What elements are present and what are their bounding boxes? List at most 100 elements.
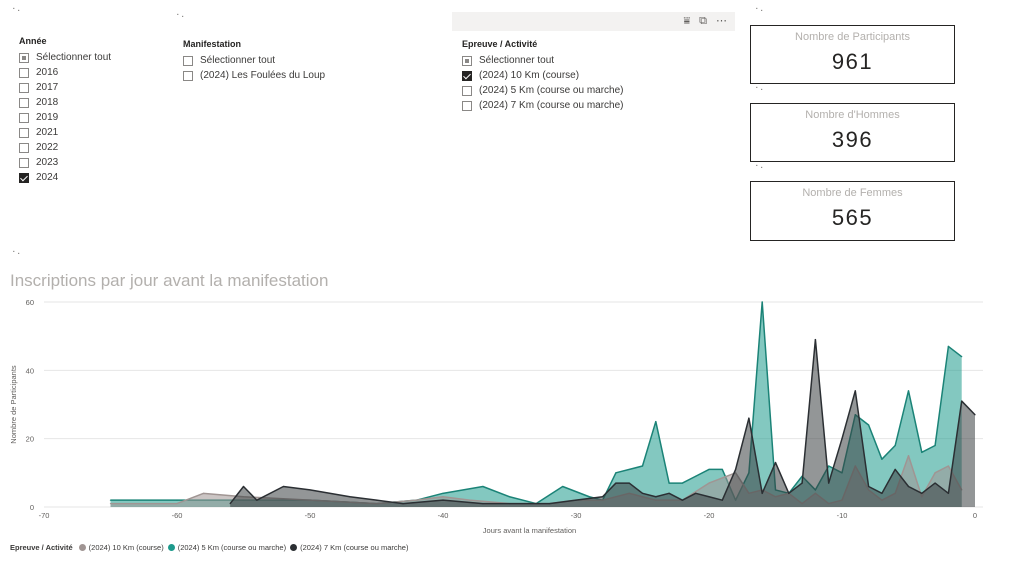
data-point [176,502,178,505]
data-point [947,492,950,494]
slicer-item-label: 2016 [36,67,59,78]
legend-item[interactable]: (2024) 10 Km (course) [78,543,164,552]
legend-item[interactable]: (2024) 5 Km (course ou marche) [167,543,287,552]
data-point [402,502,404,505]
slicer-manifestation-list: Sélectionner tout (2024) Les Foulées du L… [183,53,325,83]
data-point [841,438,843,440]
data-point [735,468,737,471]
data-point [256,499,258,501]
card-participants: Nombre de Participants 961 [750,25,955,84]
slicer-item-label: 2023 [36,157,59,168]
checkbox[interactable] [462,70,472,81]
data-point [881,458,883,460]
slicer-annee-item[interactable]: Sélectionner tout [19,50,111,65]
data-point [868,485,870,488]
data-point [681,482,684,484]
slicer-manifestation-grip-icon[interactable]: ⠁⠂ [176,13,187,22]
data-point [602,496,604,498]
data-point [894,468,896,471]
slicer-epreuve-list: Sélectionner tout (2024) 10 Km (course) (2… [462,53,624,113]
slicer-manifestation-title: Manifestation [183,39,242,49]
slicer-manifestation-item[interactable]: Sélectionner tout [183,53,325,68]
slicer-annee: Année Sélectionner tout 2016 2017 2018 2019 2… [19,36,111,185]
slicer-item-label: 2017 [36,82,59,93]
data-point [828,465,830,467]
data-point [375,499,378,501]
card-hommes: Nombre d'Hommes 396 [750,103,955,162]
checkbox[interactable] [19,142,29,153]
card-femmes-grip-icon[interactable]: ⠁⠂ [755,164,766,173]
checkbox[interactable] [183,70,193,81]
checkbox[interactable] [462,100,472,111]
data-point [442,492,444,494]
data-point [548,502,551,505]
slicer-epreuve-item[interactable]: Sélectionner tout [462,53,624,68]
data-point [708,496,710,498]
card-participants-grip-icon[interactable]: ⠁⠂ [755,7,766,16]
slicer-annee-item[interactable]: 2023 [19,155,111,170]
data-point [109,499,112,501]
series-area-2 [110,302,962,507]
data-point [921,492,923,494]
legend-item[interactable]: (2024) 7 Km (course ou marche) [290,543,408,552]
card-hommes-value: 396 [831,127,874,152]
x-tick-label: -70 [39,511,50,520]
slicer-manifestation-item[interactable]: (2024) Les Foulées du Loup [183,68,325,83]
series-line-3 [229,338,976,505]
data-point [934,482,936,484]
slicer-annee-item[interactable]: 2024 [19,170,111,185]
visual-header: ⩸ ⧉ ⋯ [452,12,735,31]
data-point [761,301,763,303]
slicer-annee-item[interactable]: 2021 [19,125,111,140]
filter-icon[interactable]: ⩸ [683,15,691,27]
slicer-annee-item[interactable]: 2018 [19,95,111,110]
more-options-icon[interactable]: ⋯ [716,15,727,27]
checkbox[interactable] [19,112,29,123]
data-point [508,502,511,505]
slicer-annee-list: Sélectionner tout 2016 2017 2018 2019 2021 202… [19,50,111,185]
checkbox[interactable] [19,172,29,183]
data-point [615,472,617,474]
checkbox[interactable] [462,55,472,66]
area-chart[interactable]: 0 20 40 60 -70 -60 -50 -40 -30 -20 -10 0 Jours avant… [0,292,1000,540]
data-point [947,345,950,348]
checkbox[interactable] [462,85,472,96]
checkbox[interactable] [19,97,29,108]
checkbox[interactable] [19,82,29,93]
card-hommes-grip-icon[interactable]: ⠁⠂ [755,86,766,95]
data-point [934,444,936,447]
data-point [854,390,856,392]
data-point [641,492,644,494]
slicer-epreuve-item[interactable]: (2024) 5 Km (course ou marche) [462,83,624,98]
focus-mode-icon[interactable]: ⧉ [699,15,707,27]
checkbox[interactable] [19,127,29,138]
slicer-epreuve-item[interactable]: (2024) 10 Km (course) [462,68,624,83]
chart-grip-icon[interactable]: ⠁⠂ [12,250,23,259]
slicer-annee-item[interactable]: 2016 [19,65,111,80]
slicer-annee-item[interactable]: 2017 [19,80,111,95]
legend-label: (2024) 5 Km (course ou marche) [177,543,287,552]
card-femmes: Nombre de Femmes 565 [750,181,955,241]
data-point [588,496,590,498]
legend-label: (2024) 10 Km (course) [88,543,164,552]
data-point [748,417,750,419]
slicer-epreuve-title: Epreuve / Activité [462,39,538,49]
slicer-annee-item[interactable]: 2019 [19,110,111,125]
slicer-item-label: (2024) 10 Km (course) [479,70,580,81]
chart-title: Inscriptions par jour avant la manifesta… [10,271,329,290]
card-femmes-label: Nombre de Femmes [802,187,903,199]
slicer-annee-item[interactable]: 2022 [19,140,111,155]
checkbox[interactable] [183,55,193,66]
data-point [176,499,178,501]
checkbox[interactable] [19,67,29,78]
data-point [668,482,670,484]
checkbox[interactable] [19,52,29,63]
slicer-item-label: 2018 [36,97,59,108]
checkbox[interactable] [19,157,29,168]
data-point [681,499,684,501]
data-point [575,499,577,501]
slicer-epreuve-item[interactable]: (2024) 7 Km (course ou marche) [462,98,624,113]
slicer-annee-grip-icon[interactable]: ⠁⠂ [12,7,23,16]
data-point [721,499,723,501]
data-point [641,465,644,467]
